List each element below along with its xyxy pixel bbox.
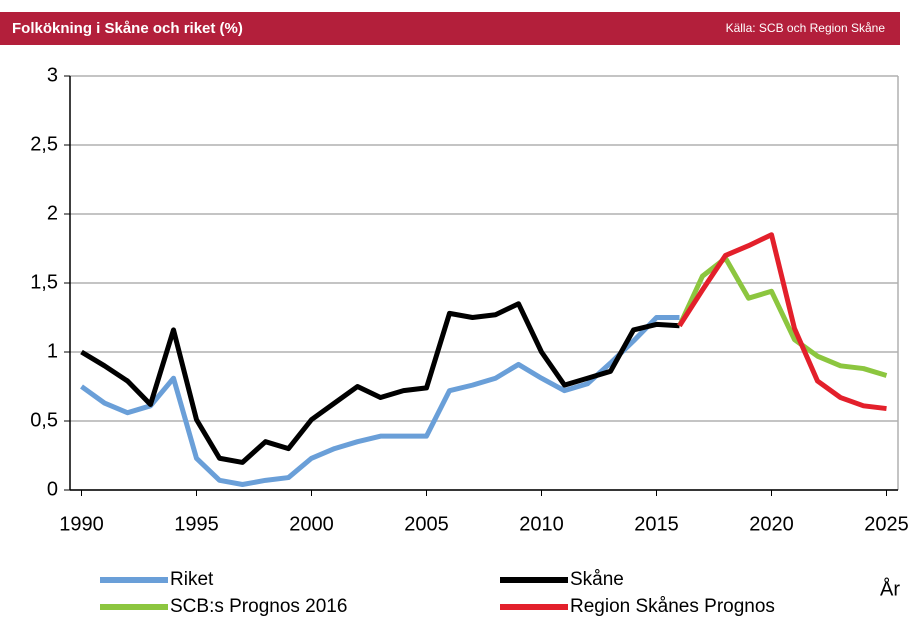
x-tick-label: 2025 [864, 513, 909, 535]
header-bar [0, 12, 900, 45]
x-axis-label: År [880, 577, 900, 600]
x-tick-label: 1995 [174, 513, 219, 535]
legend-label: SCB:s Prognos 2016 [170, 596, 347, 617]
legend-label: Riket [170, 569, 214, 590]
x-tick-label: 2000 [289, 513, 334, 535]
x-tick-label: 2010 [519, 513, 564, 535]
x-tick-label: 2015 [634, 513, 679, 535]
y-tick-label: 1,5 [30, 271, 58, 293]
y-tick-label: 0,5 [30, 409, 58, 431]
y-tick-label: 0 [47, 478, 58, 500]
series-line [80, 315, 680, 487]
x-tick-label: 2020 [749, 513, 794, 535]
x-tick-label: 1990 [59, 513, 104, 535]
series-line [677, 232, 887, 412]
legend-label: Skåne [570, 569, 624, 590]
y-tick-label: 2 [47, 202, 58, 224]
series-line [80, 301, 680, 465]
x-tick-label: 2005 [404, 513, 449, 535]
y-tick-label: 3 [47, 64, 58, 86]
series-line [677, 255, 888, 378]
chart-title: Folkökning i Skåne och riket (%) [12, 20, 243, 37]
y-tick-label: 1 [47, 340, 58, 362]
source: Källa: SCB och Region Skåne [726, 21, 886, 35]
y-tick-label: 2,5 [30, 133, 58, 155]
legend-label: Region Skånes Prognos [570, 596, 775, 617]
